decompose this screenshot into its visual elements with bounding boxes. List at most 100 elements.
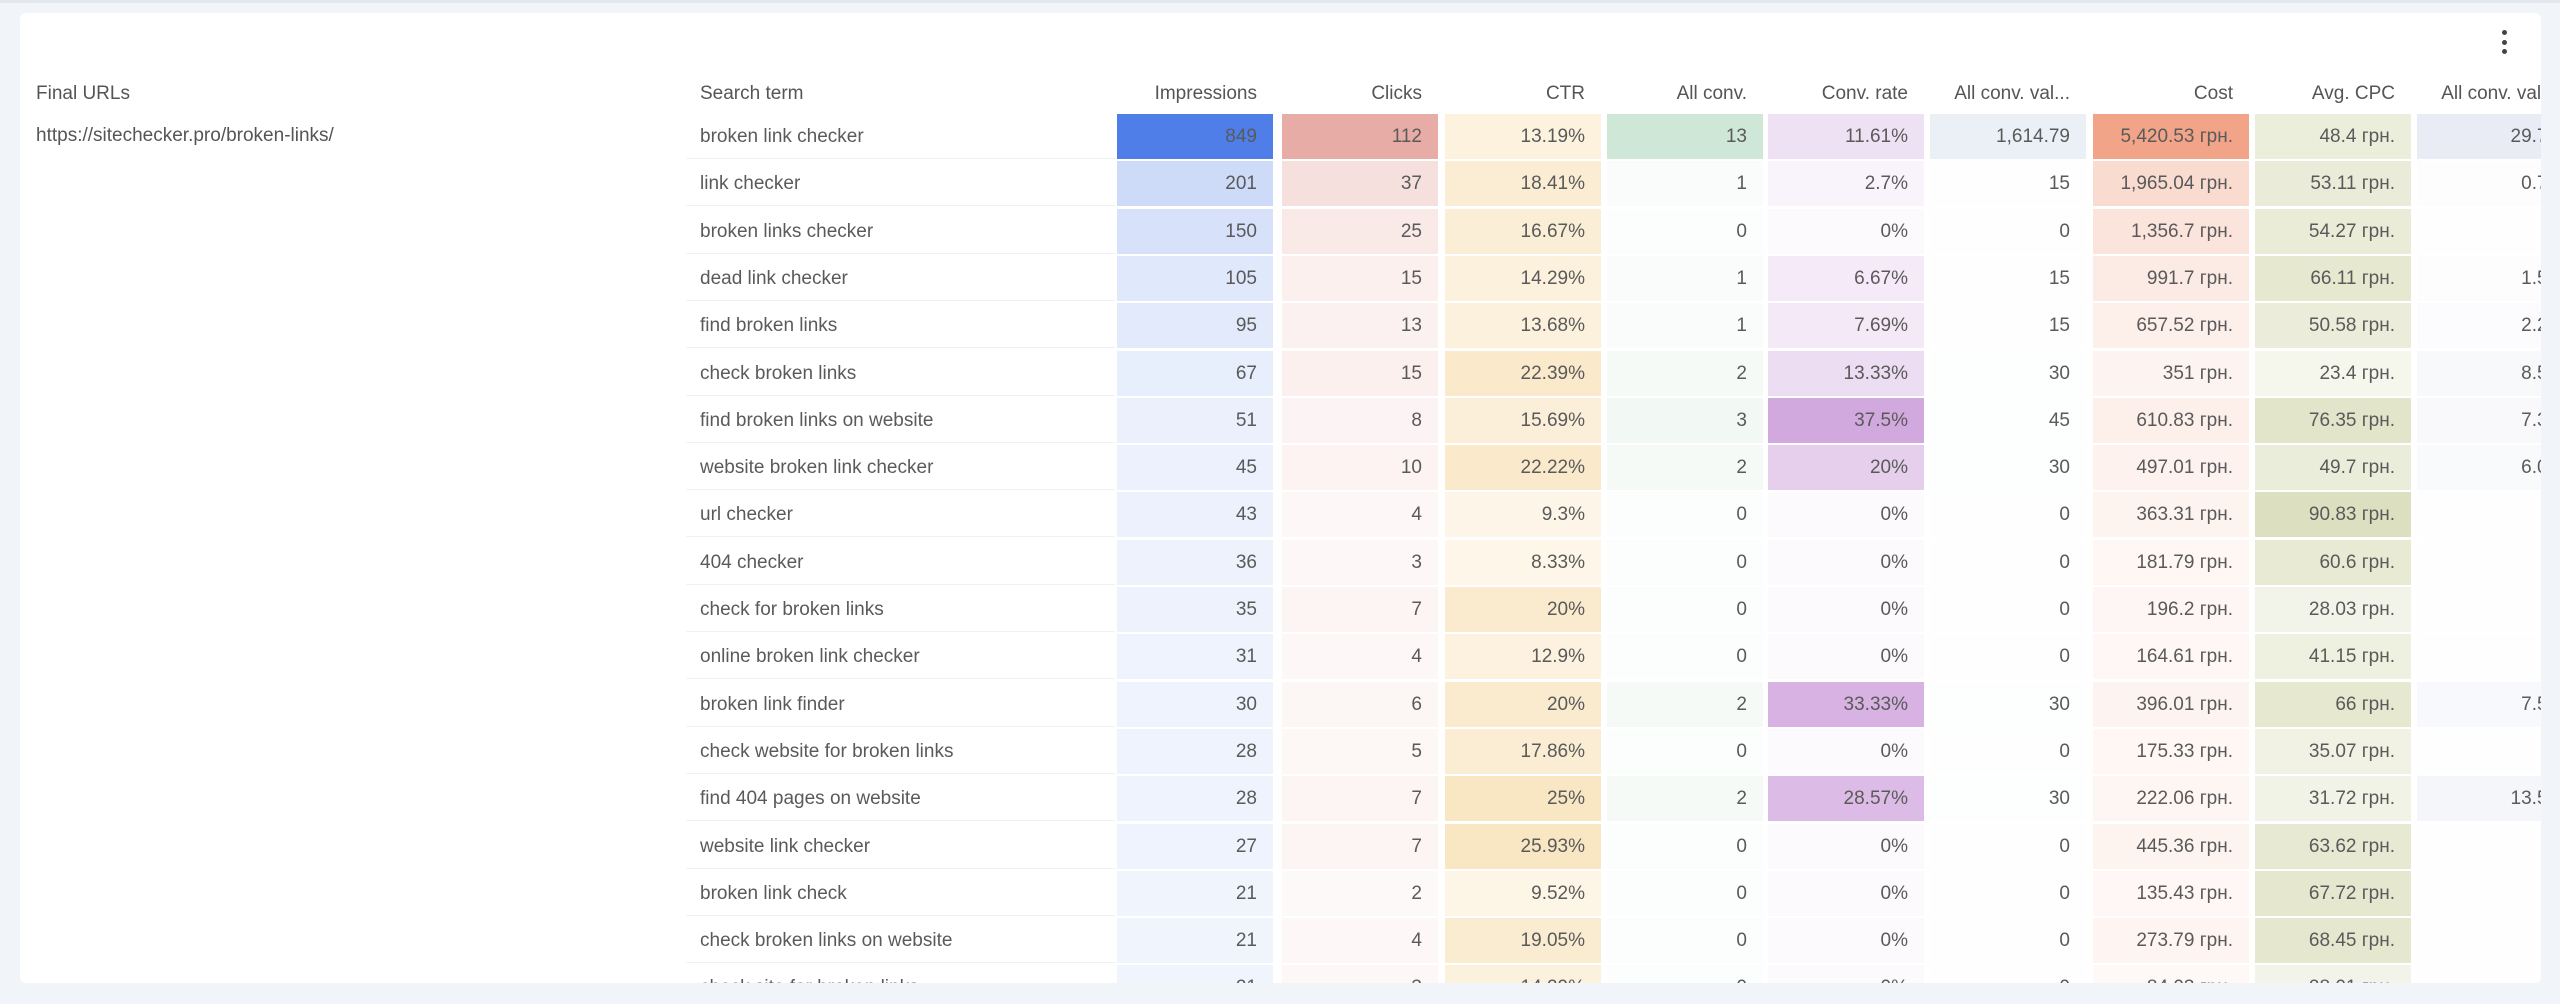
clicks-cell: 8 bbox=[1282, 397, 1438, 443]
clicks-cell: 15 bbox=[1282, 350, 1438, 396]
column-header-impressions[interactable]: Impressions bbox=[1154, 83, 1257, 104]
table-row[interactable]: check broken links on website 21 4 19.05% 0 0… bbox=[20, 918, 2541, 965]
clicks-cell: 15 bbox=[1282, 255, 1438, 301]
all-conv-value-cell: 0 bbox=[1930, 539, 2086, 585]
all-conv-value-per-cost-cell: 0% bbox=[2417, 870, 2541, 916]
all-conv-value-cell: 45 bbox=[1930, 397, 2086, 443]
search-term-cell: check site for broken links bbox=[686, 965, 1115, 983]
table-row[interactable]: dead link checker 105 15 14.29% 1 6.67% 15 991.… bbox=[20, 255, 2541, 303]
avg-cpc-cell: 76.35 грн. bbox=[2255, 397, 2411, 443]
column-header-final-urls[interactable]: Final URLs bbox=[36, 83, 130, 104]
cost-cell: 363.31 грн. bbox=[2093, 492, 2249, 538]
impressions-cell: 27 bbox=[1117, 823, 1273, 869]
conv-rate-cell: 37.5% bbox=[1768, 397, 1924, 443]
ctr-cell: 14.29% bbox=[1445, 255, 1601, 301]
all-conv-cell: 0 bbox=[1607, 492, 1763, 538]
table-row[interactable]: url checker 43 4 9.3% 0 0% 0 363.31 грн. 90.83 г… bbox=[20, 492, 2541, 539]
table-row[interactable]: online broken link checker 31 4 12.9% 0 0% 0 16… bbox=[20, 634, 2541, 681]
table-row[interactable]: find 404 pages on website 28 7 25% 2 28.57% 30… bbox=[20, 776, 2541, 823]
column-header-conv-rate[interactable]: Conv. rate bbox=[1821, 83, 1908, 104]
avg-cpc-cell: 53.11 грн. bbox=[2255, 161, 2411, 207]
cost-cell: 175.33 грн. bbox=[2093, 728, 2249, 774]
conv-rate-cell: 11.61% bbox=[1768, 114, 1924, 159]
impressions-cell: 30 bbox=[1117, 681, 1273, 727]
column-header-avg-cpc[interactable]: Avg. CPC bbox=[2311, 83, 2395, 104]
ctr-cell: 13.19% bbox=[1445, 114, 1601, 159]
conv-rate-cell: 6.67% bbox=[1768, 255, 1924, 301]
table-header: Final URLs Search term Impressions Clicks CT… bbox=[20, 73, 2541, 115]
column-header-search-term[interactable]: Search term bbox=[700, 83, 804, 104]
search-term-cell: broken links checker bbox=[686, 209, 1115, 254]
search-term-cell: check broken links on website bbox=[686, 918, 1115, 964]
all-conv-cell: 0 bbox=[1607, 870, 1763, 916]
clicks-cell: 4 bbox=[1282, 918, 1438, 964]
search-term-cell: broken link checker bbox=[686, 114, 1115, 159]
column-header-ctr[interactable]: CTR bbox=[1545, 83, 1585, 104]
table-row[interactable]: find broken links on website 51 8 15.69% 3 37… bbox=[20, 397, 2541, 445]
table-row[interactable]: check site for broken links21 3 14.29% 0 0% 0… bbox=[20, 965, 2541, 983]
all-conv-cell: 0 bbox=[1607, 728, 1763, 774]
conv-rate-cell: 7.69% bbox=[1768, 303, 1924, 349]
clicks-cell: 7 bbox=[1282, 823, 1438, 869]
avg-cpc-cell: 68.45 грн. bbox=[2255, 918, 2411, 964]
clicks-cell: 4 bbox=[1282, 634, 1438, 680]
all-conv-value-cell: 0 bbox=[1930, 587, 2086, 632]
clicks-cell: 7 bbox=[1282, 776, 1438, 822]
all-conv-value-per-cost-cell: 7.37% bbox=[2417, 397, 2541, 443]
cost-cell: 1,356.7 грн. bbox=[2093, 208, 2249, 254]
final-url-cell[interactable]: https://sitechecker.pro/broken-links/ bbox=[36, 125, 334, 146]
all-conv-value-cell: 15 bbox=[1930, 161, 2086, 207]
table-row[interactable]: link checker 201 37 18.41% 1 2.7% 15 1,965.04 г… bbox=[20, 161, 2541, 208]
table-row[interactable]: broken link finder 30 6 20% 2 33.33% 30 396.01 … bbox=[20, 681, 2541, 729]
ctr-cell: 19.05% bbox=[1445, 918, 1601, 964]
table-row[interactable]: check broken links 67 15 22.39% 2 13.33% 30 351… bbox=[20, 350, 2541, 398]
table-row[interactable]: 404 checker 36 3 8.33% 0 0% 0 181.79 грн. 60.6 г… bbox=[20, 539, 2541, 587]
table-row[interactable]: broken link checker 849 112 13.19% 13 11.61% 1… bbox=[20, 114, 2541, 161]
conv-rate-cell: 0% bbox=[1768, 728, 1924, 774]
avg-cpc-cell: 23.4 грн. bbox=[2255, 350, 2411, 396]
conv-rate-cell: 0% bbox=[1768, 539, 1924, 585]
avg-cpc-cell: 28.03 грн. bbox=[2255, 587, 2411, 632]
all-conv-cell: 0 bbox=[1607, 587, 1763, 632]
all-conv-cell: 2 bbox=[1607, 445, 1763, 491]
impressions-cell: 51 bbox=[1117, 397, 1273, 443]
table-row[interactable]: broken links checker 150 25 16.67% 0 0% 0 1,356… bbox=[20, 208, 2541, 256]
table-row[interactable]: website link checker 27 7 25.93% 0 0% 0 445.36 … bbox=[20, 823, 2541, 871]
table-row[interactable]: check website for broken links 28 5 17.86% 0… bbox=[20, 728, 2541, 776]
all-conv-value-per-cost-cell: 7.58% bbox=[2417, 681, 2541, 727]
impressions-cell: 849 bbox=[1117, 114, 1273, 159]
conv-rate-cell: 0% bbox=[1768, 208, 1924, 254]
more-options-icon[interactable] bbox=[2494, 27, 2514, 57]
clicks-cell: 3 bbox=[1282, 965, 1438, 983]
search-term-cell: website broken link checker bbox=[686, 445, 1115, 491]
search-term-cell: check for broken links bbox=[686, 587, 1115, 632]
column-header-cost[interactable]: Cost bbox=[2193, 83, 2233, 104]
table-row[interactable]: broken link check 21 2 9.52% 0 0% 0 135.43 грн.… bbox=[20, 870, 2541, 918]
all-conv-cell: 0 bbox=[1607, 823, 1763, 869]
cost-cell: 1,965.04 грн. bbox=[2093, 161, 2249, 207]
all-conv-value-per-cost-cell: 6.04% bbox=[2417, 445, 2541, 491]
ctr-cell: 22.39% bbox=[1445, 350, 1601, 396]
impressions-cell: 105 bbox=[1117, 255, 1273, 301]
column-header-all-conv-value-per-cost[interactable]: All conv. val... bbox=[2441, 83, 2541, 104]
all-conv-value-per-cost-cell: 0% bbox=[2417, 823, 2541, 869]
impressions-cell: 201 bbox=[1117, 161, 1273, 207]
table-row[interactable]: website broken link checker 45 10 22.22% 2 20… bbox=[20, 445, 2541, 492]
all-conv-cell: 0 bbox=[1607, 539, 1763, 585]
impressions-cell: 36 bbox=[1117, 539, 1273, 585]
clicks-cell: 112 bbox=[1282, 114, 1438, 159]
impressions-cell: 21 bbox=[1117, 965, 1273, 983]
all-conv-cell: 1 bbox=[1607, 161, 1763, 207]
column-header-all-conv-value[interactable]: All conv. val... bbox=[1954, 83, 2070, 104]
avg-cpc-cell: 90.83 грн. bbox=[2255, 492, 2411, 538]
impressions-cell: 21 bbox=[1117, 870, 1273, 916]
column-header-all-conv[interactable]: All conv. bbox=[1676, 83, 1747, 104]
ctr-cell: 9.52% bbox=[1445, 870, 1601, 916]
all-conv-value-cell: 0 bbox=[1930, 208, 2086, 254]
table-row[interactable]: find broken links 95 13 13.68% 1 7.69% 15 657.5… bbox=[20, 303, 2541, 350]
table-row[interactable]: check for broken links 35 7 20% 0 0% 0 196.2 гр… bbox=[20, 587, 2541, 634]
search-term-cell: link checker bbox=[686, 161, 1115, 207]
all-conv-value-per-cost-cell: 0% bbox=[2417, 492, 2541, 538]
column-header-clicks[interactable]: Clicks bbox=[1371, 83, 1422, 104]
all-conv-cell: 2 bbox=[1607, 776, 1763, 822]
